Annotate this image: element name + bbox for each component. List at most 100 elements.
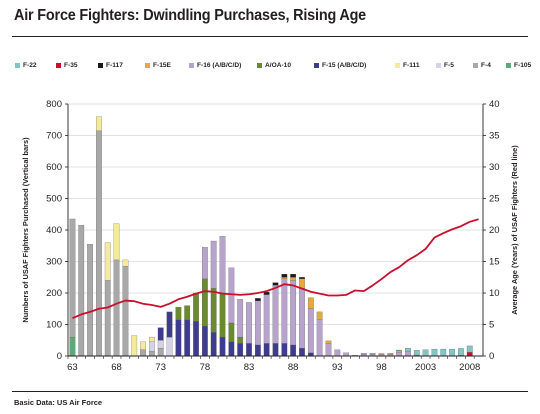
bar-segment: [228, 341, 235, 357]
bar-stack: [334, 349, 341, 357]
bar-stack: [405, 348, 411, 357]
bar-segment: [210, 332, 217, 357]
legend-label: F-105: [514, 62, 532, 69]
bar-segment: [413, 350, 420, 356]
bar-segment: [405, 351, 411, 357]
bar-segment: [131, 335, 138, 357]
bar-stack: [263, 291, 270, 357]
bar-segment: [396, 350, 402, 353]
bar-stack: [157, 327, 164, 357]
bar-segment: [157, 348, 164, 357]
y-tick-label-right: 15: [489, 257, 500, 268]
bar-segment: [290, 280, 297, 346]
bar-stack: [175, 307, 182, 357]
legend-swatch: [473, 63, 478, 68]
y-tick-label-left: 600: [46, 162, 62, 173]
x-tick-label: 73: [155, 362, 166, 373]
bar-segment: [369, 353, 376, 355]
bar-segment: [166, 336, 173, 357]
bar-segment: [466, 345, 473, 353]
bar-stack: [131, 335, 138, 357]
bar-segment: [431, 348, 438, 357]
bar-segment: [96, 130, 102, 357]
legend-swatch: [15, 63, 20, 68]
legend-label: F-35: [64, 62, 78, 69]
bar-segment: [272, 343, 279, 357]
legend-swatch: [314, 63, 319, 68]
bottom-divider: [12, 391, 528, 392]
bar-segment: [237, 299, 244, 338]
y-tick-label-right: 0: [489, 351, 494, 362]
bar-stack: [149, 336, 155, 357]
bar-segment: [299, 348, 305, 357]
age-line-layer: [72, 218, 479, 320]
bar-segment: [458, 348, 464, 356]
legend-swatch: [145, 63, 150, 68]
bar-stack: [316, 311, 323, 357]
bar-stacks: [69, 116, 473, 357]
bar-segment: [69, 336, 76, 357]
bar-segment: [281, 343, 288, 357]
bar-segment: [405, 348, 411, 352]
x-tick-label: 78: [200, 362, 211, 373]
x-tick-label: 83: [244, 362, 255, 373]
legend-item-f-22: F-22: [15, 62, 37, 69]
bar-segment: [263, 343, 270, 357]
x-tick-label: 68: [111, 362, 122, 373]
bar-segment: [184, 319, 191, 357]
legend-label: A/OA-10: [265, 62, 292, 69]
bar-stack: [78, 225, 85, 357]
bar-stack: [325, 340, 332, 357]
bar-segment: [290, 277, 297, 281]
bar-segment: [237, 343, 244, 357]
bar-stack: [307, 297, 314, 357]
bar-segment: [440, 348, 447, 357]
bar-stack: [254, 298, 261, 357]
bar-segment: [228, 267, 235, 324]
bar-stack: [96, 116, 102, 357]
bar-segment: [299, 278, 305, 289]
legend-label: F-15 (A/B/C/D): [322, 62, 367, 69]
x-tick-label: 88: [288, 362, 299, 373]
bar-segment: [149, 351, 155, 357]
bar-stack: [219, 236, 226, 357]
y-tick-label-right: 40: [489, 99, 500, 110]
bar-segment: [237, 336, 244, 344]
legend-item-f-4: F-4: [473, 62, 491, 69]
bar-segment: [281, 273, 288, 278]
legend-swatch: [56, 63, 61, 68]
bar-stack: [458, 348, 464, 357]
y-tick-label-right: 10: [489, 288, 500, 299]
bar-segment: [290, 344, 297, 357]
bar-segment: [175, 319, 182, 357]
bar-segment: [422, 349, 429, 357]
y-tick-label-left: 500: [46, 194, 62, 205]
legend-item-f-111: F-111: [395, 62, 420, 69]
x-tick-label: 63: [67, 362, 78, 373]
legend-item-f-105: F-105: [506, 62, 531, 69]
x-tick-label: 2008: [459, 362, 480, 373]
bar-segment: [263, 291, 270, 295]
legend-item-f-5: F-5: [436, 62, 454, 69]
source-note: Basic Data: US Air Force: [14, 398, 103, 407]
fighters-chart: 0 100 200 300 400 500 600 700 800 0 5 10 15 20 25 30 35 4…: [21, 99, 519, 373]
bar-segment: [246, 302, 252, 344]
bar-segment: [325, 343, 332, 357]
y-tick-label-left: 200: [46, 288, 62, 299]
bar-segment: [78, 225, 85, 357]
bar-segment: [219, 336, 226, 357]
legend-label: F-15E: [153, 62, 171, 69]
bar-segment: [449, 348, 455, 357]
bar-stack: [449, 348, 455, 357]
legend-label: F-16 (A/B/C/D): [197, 62, 242, 69]
bar-segment: [396, 349, 402, 351]
bar-segment: [157, 340, 164, 349]
legend-item-f-117: F-117: [98, 62, 123, 69]
bar-segment: [466, 352, 473, 357]
bar-segment: [334, 349, 341, 357]
legend-item-a-oa-10: A/OA-10: [257, 62, 291, 69]
age-line: [72, 218, 479, 320]
bar-stack: [431, 348, 438, 357]
bar-segment: [228, 322, 235, 342]
bar-segment: [140, 349, 146, 357]
